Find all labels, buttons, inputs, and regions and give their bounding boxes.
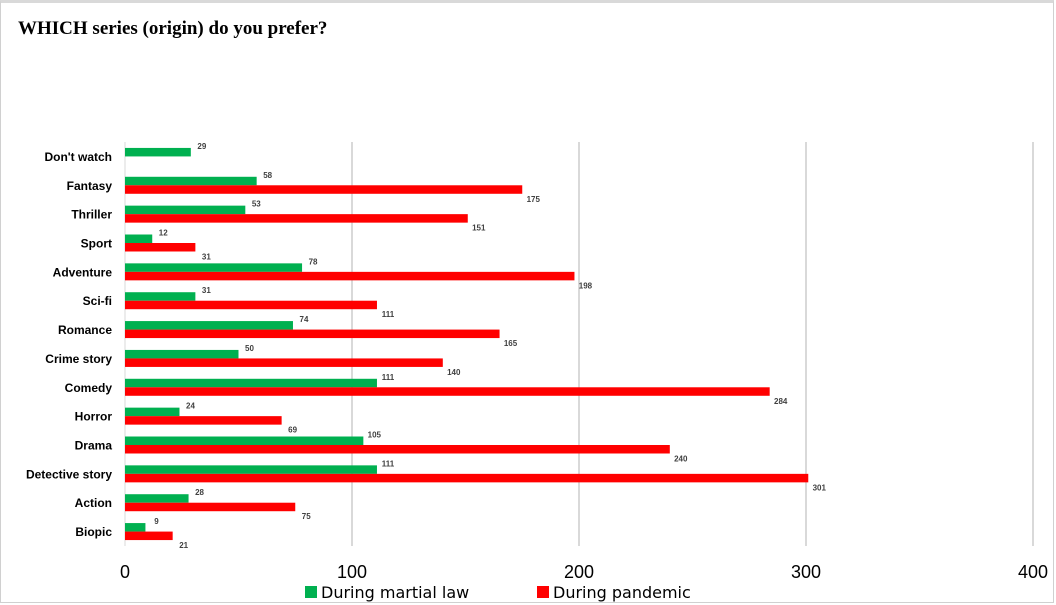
- legend-swatch: [537, 586, 549, 598]
- bar: [125, 437, 363, 446]
- x-tick-label: 200: [564, 562, 594, 582]
- category-label: Action: [75, 496, 112, 510]
- data-label: 140: [447, 368, 461, 377]
- data-label: 31: [202, 286, 211, 295]
- bar: [125, 148, 191, 157]
- data-label: 284: [774, 397, 788, 406]
- bar: [125, 292, 195, 301]
- data-label: 69: [288, 426, 297, 435]
- bar: [125, 465, 377, 474]
- data-label: 78: [309, 257, 318, 266]
- bar: [125, 214, 468, 223]
- category-label: Thriller: [71, 208, 112, 222]
- bar: [125, 350, 239, 359]
- data-label: 111: [382, 459, 395, 468]
- bar: [125, 263, 302, 272]
- data-label: 74: [300, 315, 309, 324]
- x-tick-label: 300: [791, 562, 821, 582]
- data-label: 21: [179, 541, 188, 550]
- bar: [125, 474, 808, 483]
- data-label: 111: [382, 373, 395, 382]
- data-label: 31: [202, 253, 211, 262]
- bar: [125, 416, 282, 425]
- bar: [125, 185, 522, 194]
- data-label: 111: [382, 310, 395, 319]
- data-label: 240: [674, 455, 688, 464]
- data-label: 53: [252, 200, 261, 209]
- data-label: 301: [813, 483, 827, 492]
- bar: [125, 494, 189, 503]
- bar: [125, 503, 295, 512]
- bar: [125, 358, 443, 367]
- data-label: 9: [154, 517, 159, 526]
- data-label: 151: [472, 224, 486, 233]
- bar: [125, 243, 195, 252]
- category-label: Horror: [75, 410, 113, 424]
- bar: [125, 387, 770, 396]
- legend-label: During martial law: [321, 583, 469, 602]
- bar: [125, 321, 293, 330]
- bar: [125, 235, 152, 244]
- legend-swatch: [305, 586, 317, 598]
- data-label: 198: [579, 281, 593, 290]
- bar: [125, 445, 670, 454]
- data-label: 50: [245, 344, 254, 353]
- x-tick-label: 100: [337, 562, 367, 582]
- data-label: 24: [186, 402, 195, 411]
- bar: [125, 272, 574, 281]
- x-tick-label: 0: [120, 562, 130, 582]
- data-label: 165: [504, 339, 518, 348]
- data-label: 12: [159, 229, 168, 238]
- data-label: 175: [527, 195, 541, 204]
- bar: [125, 408, 179, 417]
- x-tick-label: 400: [1018, 562, 1048, 582]
- bar: [125, 206, 245, 215]
- category-label: Comedy: [65, 381, 113, 395]
- category-label: Detective story: [26, 467, 112, 481]
- legend-label: During pandemic: [553, 583, 691, 602]
- category-label: Fantasy: [67, 179, 113, 193]
- data-label: 28: [195, 488, 204, 497]
- category-label: Biopic: [75, 525, 112, 539]
- bar: [125, 532, 173, 541]
- category-label: Sci-fi: [83, 294, 112, 308]
- bar: [125, 379, 377, 388]
- category-label: Romance: [58, 323, 112, 337]
- category-label: Adventure: [53, 265, 113, 279]
- category-label: Crime story: [45, 352, 112, 366]
- bar: [125, 301, 377, 310]
- data-label: 75: [302, 512, 311, 521]
- bar: [125, 330, 500, 339]
- category-label: Drama: [75, 439, 113, 453]
- category-label: Sport: [81, 237, 112, 251]
- category-label: Don't watch: [44, 150, 112, 164]
- bar: [125, 523, 145, 532]
- data-label: 105: [368, 431, 382, 440]
- data-label: 29: [197, 142, 206, 151]
- data-label: 58: [263, 171, 272, 180]
- bar: [125, 177, 257, 186]
